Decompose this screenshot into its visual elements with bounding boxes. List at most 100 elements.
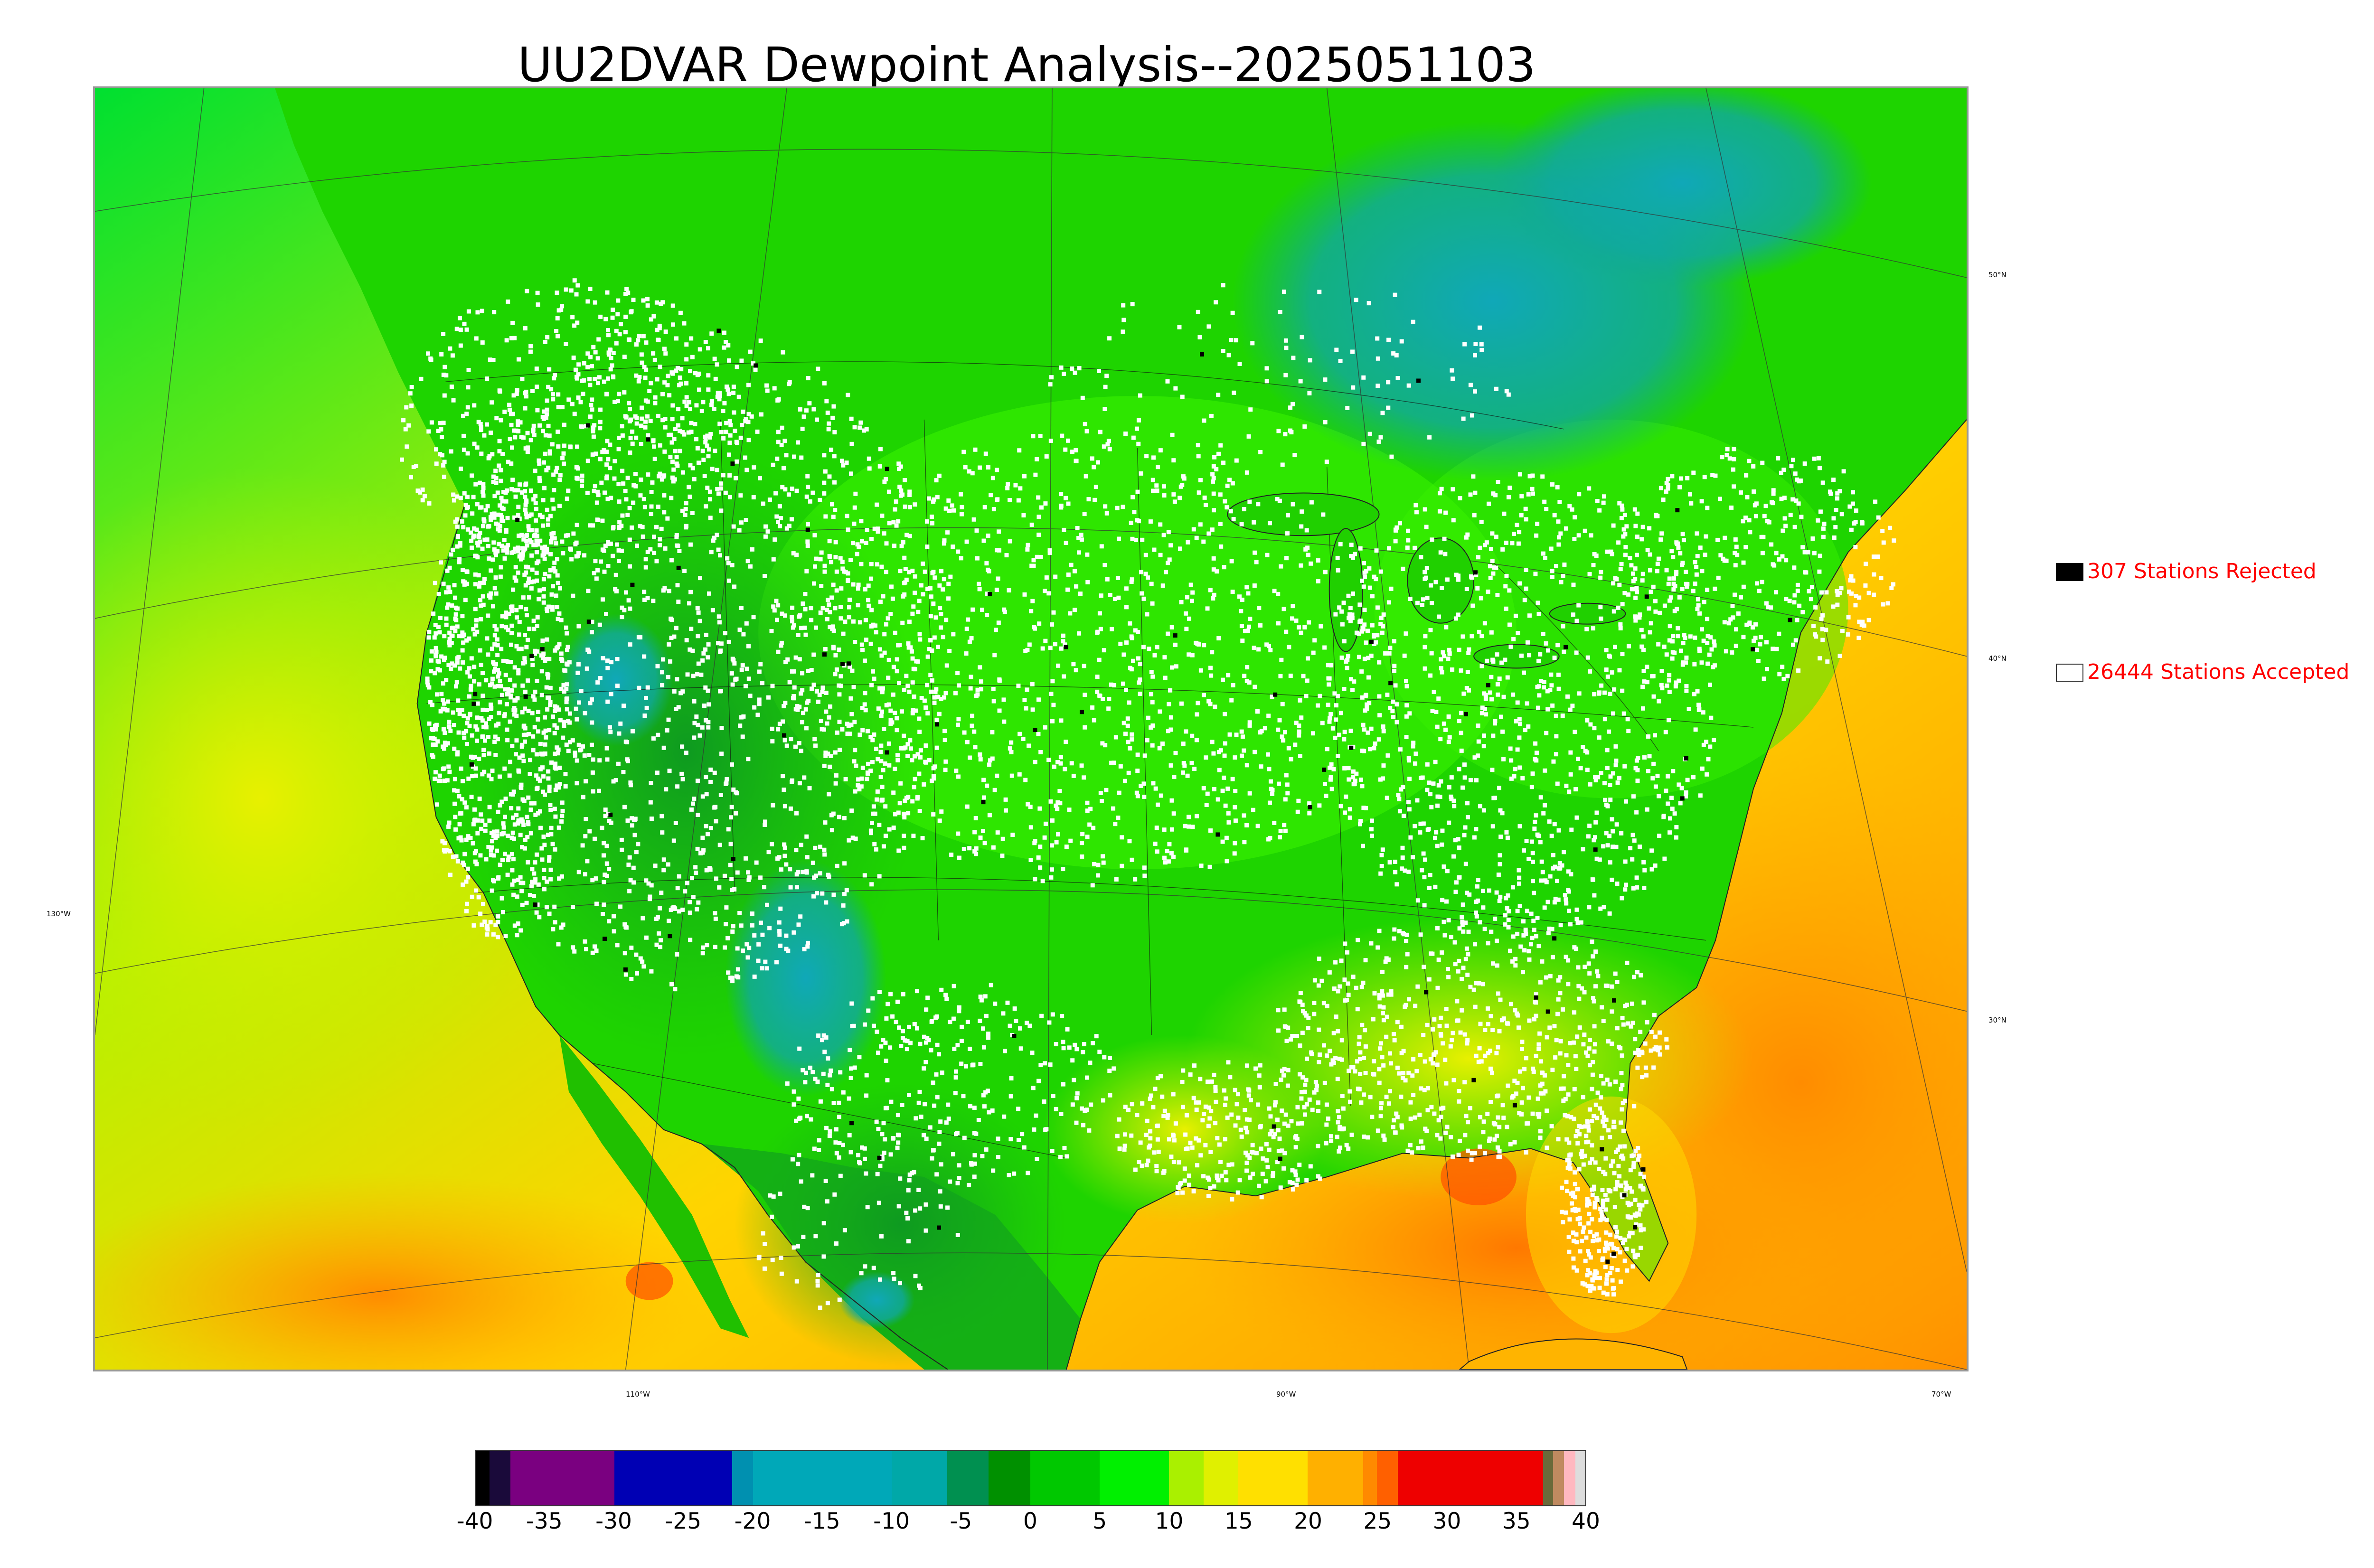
station-dot bbox=[1503, 657, 1507, 662]
station-dot bbox=[1387, 651, 1392, 656]
station-dot bbox=[1347, 1099, 1352, 1104]
station-dot bbox=[595, 568, 600, 573]
station-dot bbox=[610, 363, 614, 368]
station-dot bbox=[748, 564, 753, 569]
station-dot bbox=[1590, 1072, 1595, 1077]
station-dot bbox=[605, 658, 610, 663]
station-dot bbox=[1372, 574, 1376, 579]
station-dot bbox=[955, 671, 960, 676]
station-dot bbox=[439, 560, 443, 565]
station-dot bbox=[441, 582, 446, 586]
station-dot bbox=[694, 714, 699, 719]
station-dot bbox=[1117, 536, 1121, 541]
station-dot bbox=[807, 786, 812, 790]
station-dot bbox=[1588, 782, 1592, 787]
station-dot bbox=[1542, 499, 1547, 504]
station-dot bbox=[847, 605, 851, 610]
station-dot bbox=[860, 728, 865, 732]
station-dot bbox=[1470, 603, 1475, 608]
station-dot bbox=[461, 640, 466, 645]
station-dot bbox=[832, 454, 837, 459]
station-dot bbox=[473, 724, 478, 729]
station-dot bbox=[545, 609, 550, 613]
station-dot bbox=[444, 590, 449, 595]
station-dot bbox=[717, 620, 722, 625]
station-dot bbox=[1623, 1180, 1628, 1185]
station-dot bbox=[1331, 1031, 1336, 1035]
station-dot bbox=[585, 859, 590, 864]
station-dot bbox=[1101, 860, 1106, 865]
station-dot bbox=[959, 492, 963, 497]
station-dot bbox=[704, 504, 708, 509]
station-dot bbox=[446, 663, 451, 667]
station-dot bbox=[1366, 1135, 1370, 1140]
station-dot bbox=[450, 603, 454, 608]
station-dot bbox=[1554, 1038, 1559, 1042]
station-dot bbox=[637, 685, 641, 690]
station-dot bbox=[1366, 730, 1370, 735]
station-dot bbox=[1388, 646, 1393, 650]
station-dot bbox=[487, 818, 492, 823]
station-dot bbox=[1521, 970, 1525, 975]
station-dot bbox=[997, 548, 1002, 553]
station-dot bbox=[1268, 648, 1273, 653]
station-dot bbox=[1125, 723, 1130, 728]
station-dot bbox=[1586, 834, 1591, 839]
station-dot bbox=[1605, 984, 1610, 988]
station-dot bbox=[1339, 609, 1344, 614]
station-dot bbox=[1377, 993, 1382, 997]
station-dot bbox=[771, 803, 775, 807]
station-dot bbox=[468, 687, 473, 692]
station-dot bbox=[462, 714, 466, 718]
station-dot bbox=[625, 513, 630, 517]
station-dot bbox=[1108, 592, 1112, 597]
station-dot bbox=[1336, 989, 1340, 994]
station-dot bbox=[589, 630, 594, 635]
station-dot bbox=[623, 739, 628, 744]
station-dot bbox=[574, 706, 578, 711]
station-dot bbox=[1545, 648, 1550, 653]
station-dot bbox=[755, 713, 760, 717]
station-dot bbox=[1554, 879, 1559, 883]
station-dot bbox=[1605, 766, 1610, 770]
station-dot bbox=[1178, 546, 1182, 551]
station-dot bbox=[1144, 454, 1149, 459]
station-dot bbox=[1282, 1007, 1287, 1012]
station-dot bbox=[1431, 781, 1436, 786]
station-dot bbox=[1000, 836, 1005, 841]
station-dot bbox=[495, 653, 500, 657]
station-dot bbox=[730, 976, 735, 980]
station-dot bbox=[1244, 823, 1249, 827]
station-dot bbox=[712, 407, 716, 411]
station-dot bbox=[560, 808, 565, 813]
station-dot bbox=[1542, 680, 1546, 684]
station-dot bbox=[590, 950, 595, 955]
station-dot bbox=[780, 485, 785, 489]
station-dot bbox=[1339, 1038, 1344, 1042]
station-dot bbox=[1082, 664, 1086, 668]
station-dot bbox=[956, 723, 961, 727]
station-dot bbox=[656, 732, 660, 737]
station-dot bbox=[666, 675, 670, 679]
station-dot bbox=[530, 711, 535, 715]
station-dot bbox=[1449, 1135, 1453, 1140]
station-dot bbox=[862, 702, 867, 707]
station-dot bbox=[1552, 822, 1557, 826]
station-dot bbox=[1585, 1197, 1590, 1202]
station-dot bbox=[704, 792, 709, 797]
station-dot bbox=[1362, 727, 1366, 732]
station-dot bbox=[536, 559, 541, 564]
station-dot bbox=[675, 677, 679, 682]
station-dot bbox=[979, 687, 984, 692]
station-dot bbox=[898, 781, 903, 786]
station-dot bbox=[798, 613, 802, 618]
station-dot bbox=[1457, 1099, 1461, 1104]
station-dot bbox=[1360, 695, 1365, 700]
station-dot bbox=[455, 517, 460, 522]
station-dot bbox=[1289, 757, 1293, 761]
station-dot bbox=[524, 901, 529, 905]
station-dot bbox=[910, 611, 915, 616]
station-dot bbox=[475, 715, 480, 720]
station-dot bbox=[499, 647, 504, 651]
station-dot bbox=[1612, 1254, 1617, 1258]
